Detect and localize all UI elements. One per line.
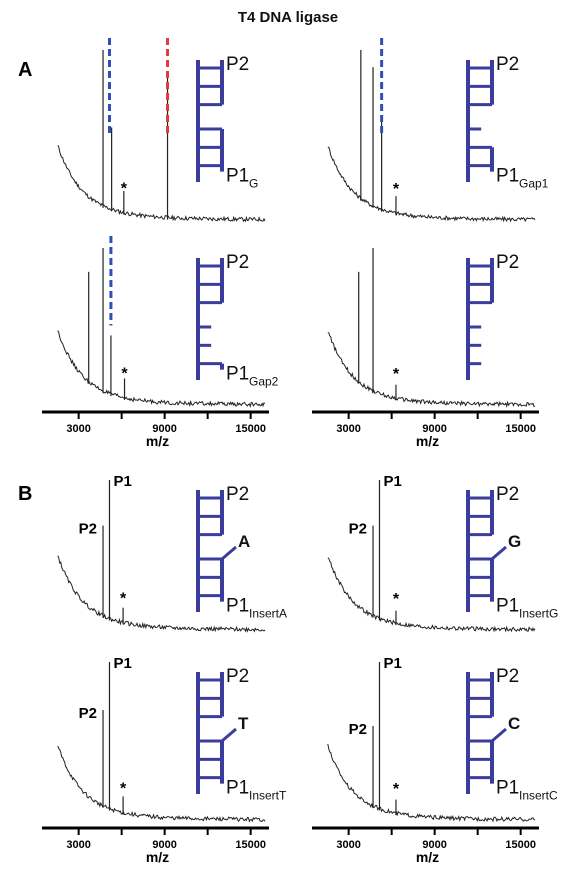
impurity-star: * — [393, 781, 400, 798]
x-axis-0-0: 3000 9000 15000 m/z — [42, 410, 269, 449]
strand-label-p2: P2 — [226, 666, 249, 687]
strand-label-p1: P1 — [226, 778, 249, 799]
insert-branch — [491, 727, 507, 743]
strand-label-p2: P2 — [226, 484, 249, 505]
strand-label-subscript: InsertT — [249, 789, 287, 803]
x-tick-label-15000: 15000 — [505, 839, 536, 851]
impurity-star: * — [120, 780, 127, 797]
strand-label-subscript: InsertA — [249, 607, 287, 621]
strand-label-p2: P2 — [226, 252, 249, 273]
strand-label-subscript: Gap1 — [519, 177, 549, 191]
baseline-trace — [327, 743, 536, 823]
strand-label-p1: P1 — [496, 166, 519, 187]
peak-label-p1: P1 — [383, 473, 401, 490]
peak-label-p2: P2 — [79, 705, 97, 722]
strand-label-p1: P1 — [496, 596, 519, 617]
insert-branch — [221, 727, 237, 743]
strand-label-p2: P2 — [496, 484, 519, 505]
strand-label-p2: P2 — [226, 54, 249, 75]
x-axis-label: m/z — [416, 849, 439, 865]
baseline-trace — [57, 145, 266, 223]
insert-base-label: T — [238, 714, 249, 733]
x-tick-label-9000: 9000 — [422, 839, 446, 851]
peak-label-p2: P2 — [349, 521, 367, 538]
baseline-trace — [57, 555, 266, 633]
peak-label-p2: P2 — [79, 521, 97, 538]
impurity-star: * — [121, 180, 128, 197]
chart-panel-a-bottom-left: * P2 P1 Gap2 — [57, 236, 279, 408]
x-axis-label: m/z — [416, 433, 439, 449]
strand-label-subscript: G — [249, 177, 258, 191]
strand-label-p1: P1 — [226, 166, 249, 187]
strand-label-subscript: Gap2 — [249, 375, 279, 389]
strand-label-p1: P1 — [496, 778, 519, 799]
baseline-trace — [57, 745, 266, 823]
panel-letter-b: B — [18, 483, 32, 505]
x-axis-1-1: 3000 9000 15000 m/z — [312, 826, 539, 865]
peak-label-p2: P2 — [349, 721, 367, 738]
x-tick-label-3000: 3000 — [66, 423, 90, 435]
strand-label-subscript: InsertG — [519, 607, 558, 621]
insert-branch — [491, 545, 507, 561]
chart-panel-a-bottom-right: * P2 — [327, 248, 536, 409]
x-tick-label-9000: 9000 — [152, 423, 176, 435]
strand-label-p1: P1 — [226, 364, 249, 385]
dna-schematic: T P2 P1 InsertT — [196, 666, 287, 803]
x-axis-0-1: 3000 9000 15000 m/z — [312, 410, 539, 449]
x-tick-label-3000: 3000 — [66, 839, 90, 851]
figure-title: T4 DNA ligase — [238, 9, 338, 26]
x-tick-label-3000: 3000 — [336, 423, 360, 435]
x-tick-label-15000: 15000 — [235, 839, 266, 851]
insert-base-label: G — [508, 532, 521, 551]
baseline-trace — [57, 330, 266, 408]
x-tick-label-9000: 9000 — [422, 423, 446, 435]
x-tick-label-9000: 9000 — [152, 839, 176, 851]
peak-label-p1: P1 — [113, 473, 131, 490]
x-tick-label-15000: 15000 — [235, 423, 266, 435]
impurity-star: * — [121, 366, 128, 383]
dna-schematic: P2 P1 Gap2 — [196, 252, 279, 389]
strand-label-p2: P2 — [496, 252, 519, 273]
baseline-trace — [327, 557, 536, 633]
dna-schematic: P2 — [466, 252, 519, 380]
x-tick-label-15000: 15000 — [505, 423, 536, 435]
chart-panel-a-top-left: * P2 P1 G — [57, 38, 266, 223]
strand-label-subscript: InsertC — [519, 789, 558, 803]
insert-branch — [221, 545, 237, 561]
impurity-star: * — [393, 181, 400, 198]
dna-schematic: G P2 P1 InsertG — [466, 484, 558, 621]
x-axis-1-0: 3000 9000 15000 m/z — [42, 826, 269, 865]
strand-label-p2: P2 — [496, 666, 519, 687]
insert-base-label: C — [508, 714, 520, 733]
dna-schematic: C P2 P1 InsertC — [466, 666, 558, 803]
strand-label-p1: P1 — [226, 596, 249, 617]
chart-panel-a-top-right: * P2 P1 Gap1 — [327, 38, 549, 223]
x-axis-label: m/z — [146, 849, 169, 865]
axis-group: 3000 9000 15000 m/z 3000 9000 15000 m/z 3000 9000… — [42, 410, 539, 865]
baseline-trace — [327, 146, 536, 223]
impurity-star: * — [393, 591, 400, 608]
impurity-star: * — [120, 590, 127, 607]
insert-base-label: A — [238, 532, 250, 551]
impurity-star: * — [393, 366, 400, 383]
x-axis-label: m/z — [146, 433, 169, 449]
strand-label-p2: P2 — [496, 54, 519, 75]
peak-label-p1: P1 — [383, 655, 401, 672]
baseline-trace — [327, 332, 536, 409]
peak-label-p1: P1 — [113, 655, 131, 672]
panel-letter-a: A — [18, 59, 32, 81]
dna-schematic: A P2 P1 InsertA — [196, 484, 287, 621]
dna-schematic: P2 P1 Gap1 — [466, 54, 549, 191]
dna-schematic: P2 P1 G — [196, 54, 258, 191]
x-tick-label-3000: 3000 — [336, 839, 360, 851]
